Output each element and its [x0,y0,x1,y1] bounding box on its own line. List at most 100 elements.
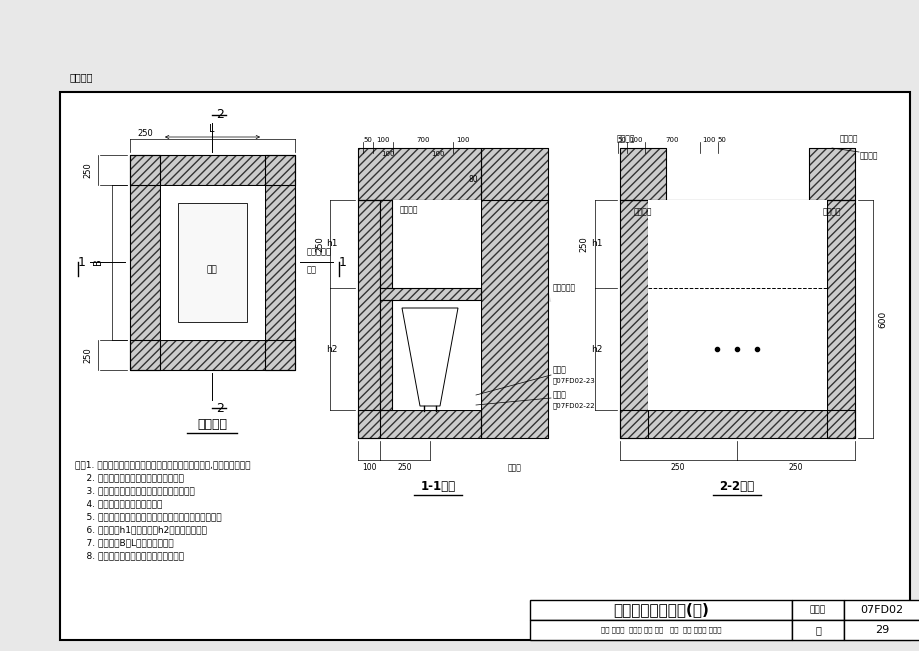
Text: 100: 100 [456,137,470,143]
Text: h2: h2 [326,344,337,353]
Text: 室外地坪: 室外地坪 [400,206,418,214]
Bar [380,300,391,410]
Bar [826,200,854,438]
Bar [380,200,481,410]
Text: 8. 乙型电缆防爆波井邻朝防空地下室。: 8. 乙型电缆防爆波井邻朝防空地下室。 [75,551,184,560]
Text: 精品文档: 精品文档 [70,72,94,82]
Text: www.zlzjr.com.cn: www.zlzjr.com.cn [365,286,554,354]
Bar [357,148,481,200]
Text: B: B [93,258,103,266]
Text: 防空地下室: 防空地下室 [307,247,332,256]
Bar [380,200,391,288]
Bar [619,200,647,438]
Text: 注：1. 预埋管的位置、规格、数量由单项工程设计确定,本图仅为示意。: 注：1. 预埋管的位置、规格、数量由单项工程设计确定,本图仅为示意。 [75,460,250,469]
Text: 2-2断面: 2-2断面 [719,480,754,493]
Text: 50: 50 [363,137,372,143]
Text: 装式井盖: 装式井盖 [859,152,878,161]
Text: 100: 100 [629,137,642,143]
Text: 50: 50 [717,137,726,143]
Bar [481,148,548,438]
Text: 07FD02: 07FD02 [859,605,902,615]
Bar [357,200,380,438]
Text: 100: 100 [376,137,390,143]
Bar [130,155,295,185]
Text: 室外地坪: 室外地坪 [633,208,652,217]
Bar [619,148,665,200]
Text: 见07FD02-23: 见07FD02-23 [552,378,596,384]
Text: 室内地坪面: 室内地坪面 [552,283,575,292]
Bar [791,600,843,620]
Text: 250: 250 [397,464,412,473]
Text: 1-1断面: 1-1断面 [420,480,455,493]
Text: 乙型平面: 乙型平面 [197,419,227,432]
Bar [265,155,295,370]
Text: 700: 700 [664,137,678,143]
Text: 遮阻加: 遮阻加 [552,365,566,374]
Text: 80: 80 [468,176,477,184]
Text: h2: h2 [591,344,602,353]
Text: 1: 1 [339,255,346,268]
Text: 7. 井腔宽度B、L由设计人确定。: 7. 井腔宽度B、L由设计人确定。 [75,538,174,547]
Bar [380,200,391,288]
Text: 100: 100 [701,137,715,143]
Bar [380,288,481,300]
Text: 室外地坪: 室外地坪 [822,208,840,217]
Bar [529,620,791,640]
Text: 250: 250 [670,464,685,473]
Text: 底板: 底板 [207,266,217,275]
Text: h1: h1 [591,240,602,249]
Bar [380,288,481,300]
Text: 250: 250 [84,162,93,178]
Text: 600: 600 [878,311,887,327]
Text: 5. 电缆井的防护等级应与人防工程主体防护等级一致。: 5. 电缆井的防护等级应与人防工程主体防护等级一致。 [75,512,221,521]
Text: 见07FD02-22: 见07FD02-22 [552,403,595,409]
Text: 29: 29 [874,625,888,635]
Text: 抗力片: 抗力片 [552,391,566,400]
Bar [130,340,295,370]
Text: 250: 250 [788,464,802,473]
Bar [808,148,854,200]
Text: 室外地坪: 室外地坪 [839,134,857,143]
Bar [529,600,791,620]
Bar [619,410,854,438]
Text: 1: 1 [78,255,85,268]
Bar [130,155,160,370]
Bar [481,148,548,438]
Bar [647,200,826,410]
Text: 250: 250 [84,347,93,363]
Bar [130,155,160,370]
Bar [843,620,919,640]
Bar [357,410,481,438]
Text: 审图 杨维迅  沙沈也 校对 罗涌   罗欢  设计 赵红英 张化英: 审图 杨维迅 沙沈也 校对 罗涌 罗欢 设计 赵红英 张化英 [600,627,720,633]
Text: 6. 井路高度h1、井腔高度h2由设计人确定。: 6. 井路高度h1、井腔高度h2由设计人确定。 [75,525,207,534]
Text: 100: 100 [380,151,394,157]
Bar [619,410,854,438]
Text: 3. 电缆井进线方向、位置由具体工程确定。: 3. 电缆井进线方向、位置由具体工程确定。 [75,486,195,495]
Bar [130,340,295,370]
Text: 室外地坪: 室外地坪 [616,134,634,143]
Text: 页: 页 [814,625,820,635]
Text: 外墙厚: 外墙厚 [507,464,521,473]
Bar [843,600,919,620]
Bar [619,200,647,438]
Bar [619,148,665,200]
Bar [130,155,295,185]
Bar [160,185,265,340]
Text: 250: 250 [137,128,153,137]
Text: 2: 2 [216,109,223,122]
Polygon shape [402,308,458,406]
Text: 700: 700 [415,137,429,143]
Text: 100: 100 [361,464,376,473]
Bar [808,148,854,200]
Text: 250: 250 [315,236,324,252]
Bar [380,300,391,410]
Bar [357,148,481,200]
Text: 电缆防爆波井做法(二): 电缆防爆波井做法(二) [612,602,709,618]
Text: 250: 250 [579,236,588,252]
Bar [265,155,295,370]
Bar [177,203,246,322]
Bar [60,92,909,640]
Bar [791,620,843,640]
Text: 室内: 室内 [307,266,317,275]
Text: 图集号: 图集号 [809,605,825,615]
